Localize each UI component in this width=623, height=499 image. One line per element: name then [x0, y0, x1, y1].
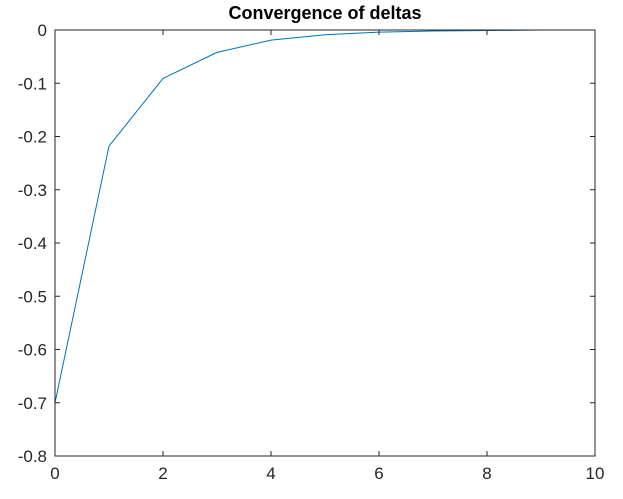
series-line-0 [54, 29, 542, 403]
y-tick-label: -0.4 [18, 234, 47, 253]
x-tick-label: 0 [50, 464, 59, 483]
x-tick-label: 2 [158, 464, 167, 483]
chart-title: Convergence of deltas [228, 3, 421, 23]
x-tick-label: 8 [482, 464, 491, 483]
axes-layer: 0 2 4 6 8 10 0 -0.1 -0.2 -0.3 -0.4 -0.5 -0.6 -0.7 -0.8 [18, 21, 605, 483]
x-tick-label: 6 [374, 464, 383, 483]
y-tick-label: -0.7 [18, 394, 47, 413]
y-tick-label: -0.6 [18, 341, 47, 360]
series-layer [54, 29, 542, 403]
x-tick-label: 10 [586, 464, 605, 483]
y-tick-label: 0 [38, 21, 47, 40]
y-tick-label: -0.8 [18, 447, 47, 466]
x-tick-label: 4 [266, 464, 275, 483]
y-tick-label: -0.5 [18, 287, 47, 306]
y-tick-label: -0.2 [18, 128, 47, 147]
y-tick-label: -0.1 [18, 74, 47, 93]
y-tick-label: -0.3 [18, 181, 47, 200]
